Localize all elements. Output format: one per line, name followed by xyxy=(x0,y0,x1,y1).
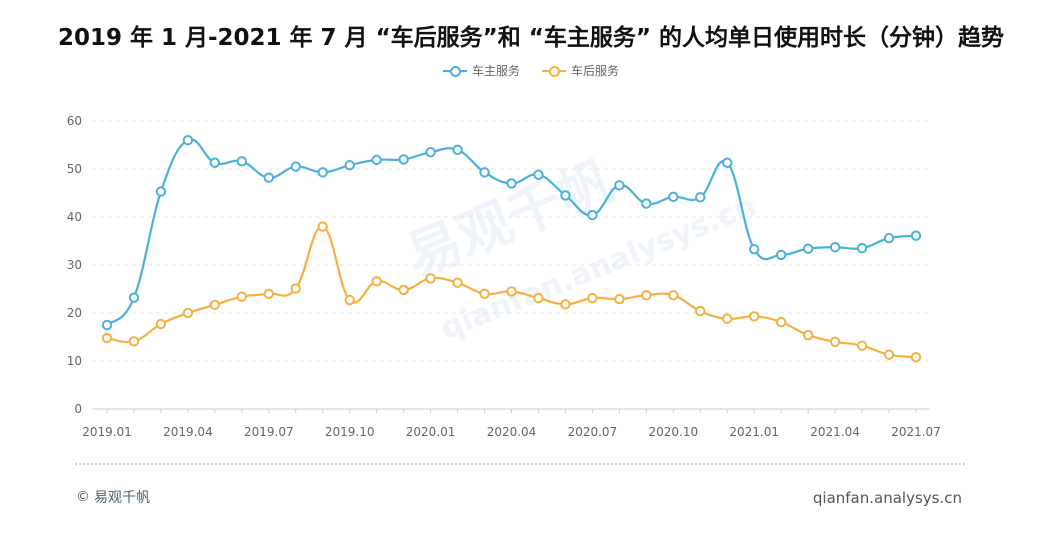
data-point xyxy=(587,209,598,221)
x-tick-label: 2020.01 xyxy=(406,425,456,439)
footer-site: qianfan.analysys.cn xyxy=(812,489,962,507)
legend-item-owner-service[interactable]: 车主服务 xyxy=(442,62,520,79)
data-point xyxy=(856,243,868,254)
data-point xyxy=(479,167,490,178)
data-point xyxy=(722,313,733,324)
data-point xyxy=(829,336,841,347)
data-point xyxy=(371,276,382,287)
data-point xyxy=(263,172,274,183)
y-tick-label: 30 xyxy=(67,258,82,272)
data-point xyxy=(398,284,409,296)
data-point xyxy=(560,190,571,201)
y-tick-label: 40 xyxy=(67,210,82,224)
data-point xyxy=(587,292,598,304)
legend-label: 车后服务 xyxy=(571,64,620,78)
x-tick-label: 2021.07 xyxy=(891,425,941,439)
data-point xyxy=(317,221,328,232)
data-point xyxy=(182,135,194,146)
x-tick-label: 2021.04 xyxy=(810,425,860,439)
data-point xyxy=(775,249,787,261)
data-point xyxy=(775,316,787,328)
data-point xyxy=(209,299,221,311)
y-tick-label: 60 xyxy=(67,114,82,128)
data-point xyxy=(344,294,355,306)
data-point xyxy=(398,154,409,165)
x-tick-label: 2021.01 xyxy=(729,425,779,439)
data-point xyxy=(614,180,625,191)
data-point xyxy=(452,144,463,156)
data-point xyxy=(722,157,733,168)
data-point xyxy=(533,292,544,304)
data-point xyxy=(182,307,194,319)
data-point xyxy=(749,243,760,255)
series-line-owner-service xyxy=(106,138,917,326)
chart-legend: 车主服务 车后服务 xyxy=(0,62,1062,79)
y-tick-label: 10 xyxy=(67,354,82,368)
data-point xyxy=(910,351,922,363)
data-point xyxy=(209,157,221,168)
footer-copyright: © 易观千帆 xyxy=(76,487,150,507)
data-point xyxy=(749,311,760,322)
data-point xyxy=(236,291,248,302)
data-point xyxy=(290,161,301,172)
data-point xyxy=(263,288,274,299)
data-point xyxy=(883,232,895,244)
y-tick-label: 0 xyxy=(74,402,82,416)
data-point xyxy=(101,332,113,344)
data-point xyxy=(614,293,625,305)
y-tick-label: 20 xyxy=(67,306,82,320)
data-point xyxy=(425,273,436,284)
legend-line-marker-icon xyxy=(442,65,467,77)
data-point xyxy=(883,349,895,360)
data-point xyxy=(155,318,167,330)
legend-item-aftermarket-service[interactable]: 车后服务 xyxy=(542,62,619,79)
line-chart: 0 10 20 30 40 50 60 2019.01 2019.04 2019.07 2019.1… xyxy=(67,114,941,439)
data-point xyxy=(802,329,814,341)
legend-line-marker-icon xyxy=(542,65,566,77)
x-tick-label: 2019.10 xyxy=(325,425,375,439)
data-point xyxy=(128,336,140,347)
footer-brand: 易观千帆 xyxy=(94,490,150,506)
data-point xyxy=(668,191,679,203)
data-point xyxy=(101,319,113,331)
data-point xyxy=(856,340,868,351)
data-point xyxy=(236,156,248,167)
data-point xyxy=(695,192,706,203)
x-tick-label: 2020.07 xyxy=(568,425,618,439)
data-point xyxy=(668,290,679,301)
data-point xyxy=(371,154,382,166)
data-point xyxy=(128,292,140,303)
data-point xyxy=(695,305,706,317)
x-tick-label: 2020.10 xyxy=(648,425,698,439)
data-point xyxy=(452,277,463,288)
data-point xyxy=(506,286,517,297)
data-point xyxy=(829,242,841,253)
data-point xyxy=(533,169,544,180)
x-tick-label: 2019.01 xyxy=(82,425,132,439)
data-point xyxy=(802,243,814,254)
footer-divider xyxy=(75,463,965,465)
data-point xyxy=(641,198,652,209)
data-point xyxy=(425,147,436,158)
data-point xyxy=(560,299,571,310)
data-point xyxy=(290,283,301,294)
x-tick-label: 2020.04 xyxy=(487,425,537,439)
data-point xyxy=(479,288,490,299)
x-tick-label: 2019.07 xyxy=(244,425,294,439)
copyright-icon: © xyxy=(76,489,90,505)
data-point xyxy=(506,178,517,189)
chart-title: 2019 年 1 月-2021 年 7 月 “车后服务”和 “车主服务” 的人均… xyxy=(57,25,1005,51)
x-tick-label: 2019.04 xyxy=(163,425,213,439)
data-point xyxy=(344,159,355,171)
data-point xyxy=(155,186,167,197)
y-tick-label: 50 xyxy=(67,162,82,176)
data-point xyxy=(317,167,328,178)
legend-label: 车主服务 xyxy=(471,64,520,78)
data-point xyxy=(910,230,922,241)
data-point xyxy=(641,290,652,301)
